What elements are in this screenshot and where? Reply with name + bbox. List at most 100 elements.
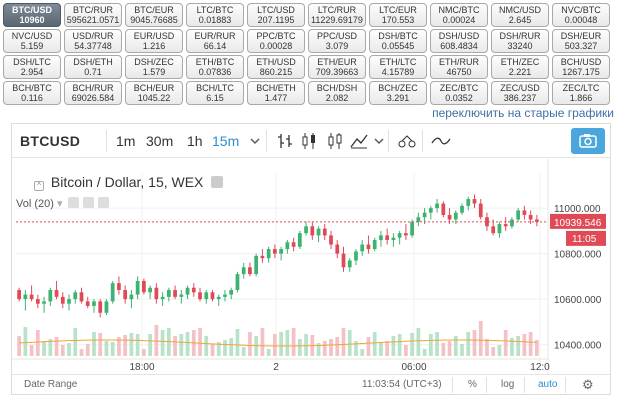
ticker-btc-rur[interactable]: BTC/RUR 595621.0571 — [64, 3, 122, 27]
ticker-bch-dsh[interactable]: BCH/DSH 2.082 — [308, 81, 366, 105]
ticker-dsh-rur[interactable]: DSH/RUR 33240 — [491, 29, 549, 53]
price-chart[interactable]: 11000.000 10800.000 10600.000 10400.000 18:0… — [12, 159, 610, 374]
ticker-eth-ltc[interactable]: ETH/LTC 4.15789 — [369, 55, 427, 79]
timeframe-1h[interactable]: 1h — [187, 133, 203, 149]
ticker-btc-usd[interactable]: BTC/USD 10960 — [3, 3, 61, 27]
ticker-eth-btc[interactable]: ETH/BTC 0.07836 — [186, 55, 244, 79]
auto-toggle[interactable]: auto — [538, 379, 558, 390]
hollow-candles-icon[interactable] — [324, 131, 346, 151]
collapse-legend-icon[interactable]: ^ — [34, 181, 44, 191]
ticker-zec-ltc[interactable]: ZEC/LTC 1.866 — [552, 81, 610, 105]
ticker-nmc-usd[interactable]: NMC/USD 2.645 — [491, 3, 549, 27]
ticker-bch-ltc[interactable]: BCH/LTC 6.15 — [186, 81, 244, 105]
timeframe-1m[interactable]: 1m — [116, 133, 136, 149]
drawing-tools-icon[interactable] — [430, 131, 452, 151]
ticker-dsh-eth[interactable]: DSH/ETH 0.71 — [64, 55, 122, 79]
ticker-eth-eur[interactable]: ETH/EUR 709.39663 — [308, 55, 366, 79]
volume-bar — [92, 332, 96, 356]
ticker-bch-eth[interactable]: BCH/ETH 1.477 — [247, 81, 305, 105]
ticker-nvc-btc[interactable]: NVC/BTC 0.00048 — [552, 3, 610, 27]
chevron-down-icon[interactable] — [368, 131, 390, 151]
candle-body — [447, 214, 452, 220]
compare-icon[interactable] — [396, 131, 418, 151]
candle-body — [104, 301, 109, 313]
eye-icon[interactable] — [67, 197, 79, 208]
ticker-dsh-btc[interactable]: DSH/BTC 0.05545 — [369, 29, 427, 53]
candle-body — [29, 294, 34, 300]
ticker-dsh-usd[interactable]: DSH/USD 608.4834 — [430, 29, 488, 53]
timeframe-15m[interactable]: 15m — [212, 133, 240, 149]
ticker-dsh-ltc[interactable]: DSH/LTC 2.954 — [3, 55, 61, 79]
settings-icon[interactable] — [82, 197, 94, 208]
date-range-button[interactable]: Date Range — [24, 379, 78, 390]
candle-body — [117, 283, 121, 291]
settings-icon[interactable] — [211, 176, 224, 188]
log-toggle[interactable]: log — [501, 379, 515, 390]
candle-body — [123, 290, 128, 300]
bottom-divider — [565, 377, 566, 393]
volume-bar — [354, 341, 358, 356]
volume-bar — [341, 328, 346, 356]
ticker-bch-btc[interactable]: BCH/BTC 0.116 — [3, 81, 61, 105]
candles-chart-icon[interactable] — [298, 131, 320, 151]
ticker-ltc-rur[interactable]: LTC/RUR 11229.69179 — [308, 3, 366, 27]
gear-icon[interactable]: ⚙ — [582, 377, 594, 392]
ticker-value: 69026.584 — [71, 93, 115, 103]
ticker-ltc-eur[interactable]: LTC/EUR 170.553 — [369, 3, 427, 27]
volume-bar — [79, 349, 84, 356]
close-icon[interactable] — [97, 197, 109, 208]
ticker-btc-eur[interactable]: BTC/EUR 9045.76685 — [125, 3, 183, 27]
bars-chart-icon[interactable] — [274, 131, 296, 151]
ticker-nmc-btc[interactable]: NMC/BTC 0.00024 — [430, 3, 488, 27]
ticker-bch-zec[interactable]: BCH/ZEC 3.291 — [369, 81, 427, 105]
volume-bar — [460, 344, 464, 356]
ticker-bch-rur[interactable]: BCH/RUR 69026.584 — [64, 81, 122, 105]
ticker-bch-usd[interactable]: BCH/USD 1267.175 — [552, 55, 610, 79]
candle-body — [316, 228, 321, 236]
symbol-search[interactable]: BTCUSD — [20, 133, 81, 149]
volume-bar — [335, 337, 340, 356]
old-charts-link[interactable]: переключить на старые графики — [432, 106, 614, 120]
ticker-eth-usd[interactable]: ETH/USD 860.215 — [247, 55, 305, 79]
ticker-eth-rur[interactable]: ETH/RUR 46750 — [430, 55, 488, 79]
ticker-bch-eur[interactable]: BCH/EUR 1045.22 — [125, 81, 183, 105]
ticker-eur-usd[interactable]: EUR/USD 1.216 — [125, 29, 183, 53]
ticker-eth-zec[interactable]: ETH/ZEC 2.221 — [491, 55, 549, 79]
ticker-pair: BCH/USD — [560, 57, 602, 67]
ticker-dsh-eur[interactable]: DSH/EUR 503.327 — [552, 29, 610, 53]
chevron-down-icon[interactable] — [244, 131, 266, 151]
ticker-dsh-zec[interactable]: DSH/ZEC 1.579 — [125, 55, 183, 79]
ticker-nvc-usd[interactable]: NVC/USD 5.159 — [3, 29, 61, 53]
percent-toggle[interactable]: % — [468, 379, 477, 390]
ticker-value: 10960 — [19, 15, 45, 25]
ticker-zec-btc[interactable]: ZEC/BTC 0.0352 — [430, 81, 488, 105]
ticker-ltc-btc[interactable]: LTC/BTC 0.01883 — [186, 3, 244, 27]
ticker-pair: ETH/EUR — [317, 57, 357, 67]
candle-body — [98, 301, 103, 313]
timeframe-30m[interactable]: 30m — [146, 133, 174, 149]
ticker-ppc-usd[interactable]: PPC/USD 3.079 — [308, 29, 366, 53]
ticker-value: 0.05545 — [381, 41, 415, 51]
ticker-ltc-usd[interactable]: LTC/USD 207.1195 — [247, 3, 305, 27]
candle-body — [248, 267, 252, 275]
ticker-ppc-btc[interactable]: PPC/BTC 0.00028 — [247, 29, 305, 53]
ticker-zec-usd[interactable]: ZEC/USD 386.237 — [491, 81, 549, 105]
volume-bar — [98, 333, 103, 356]
volume-bar — [522, 334, 527, 356]
chevron-down-icon[interactable]: ▾ — [56, 198, 63, 210]
volume-bar — [67, 343, 71, 356]
ticker-value: 6.15 — [206, 93, 224, 103]
ticker-value: 503.327 — [564, 41, 598, 51]
volume-bar — [316, 343, 321, 356]
candle-body — [410, 221, 414, 236]
volume-bar — [235, 329, 240, 356]
indicators-icon[interactable] — [348, 131, 370, 151]
ticker-usd-rur[interactable]: USD/RUR 54.37748 — [64, 29, 122, 53]
toolbar-divider — [422, 130, 423, 152]
ticker-eur-rur[interactable]: EUR/RUR 66.14 — [186, 29, 244, 53]
bottom-divider — [452, 377, 453, 393]
volume-bar — [241, 347, 246, 356]
ticker-value: 66.14 — [203, 41, 227, 51]
screenshot-button[interactable] — [571, 128, 605, 154]
candle-body — [385, 235, 390, 240]
